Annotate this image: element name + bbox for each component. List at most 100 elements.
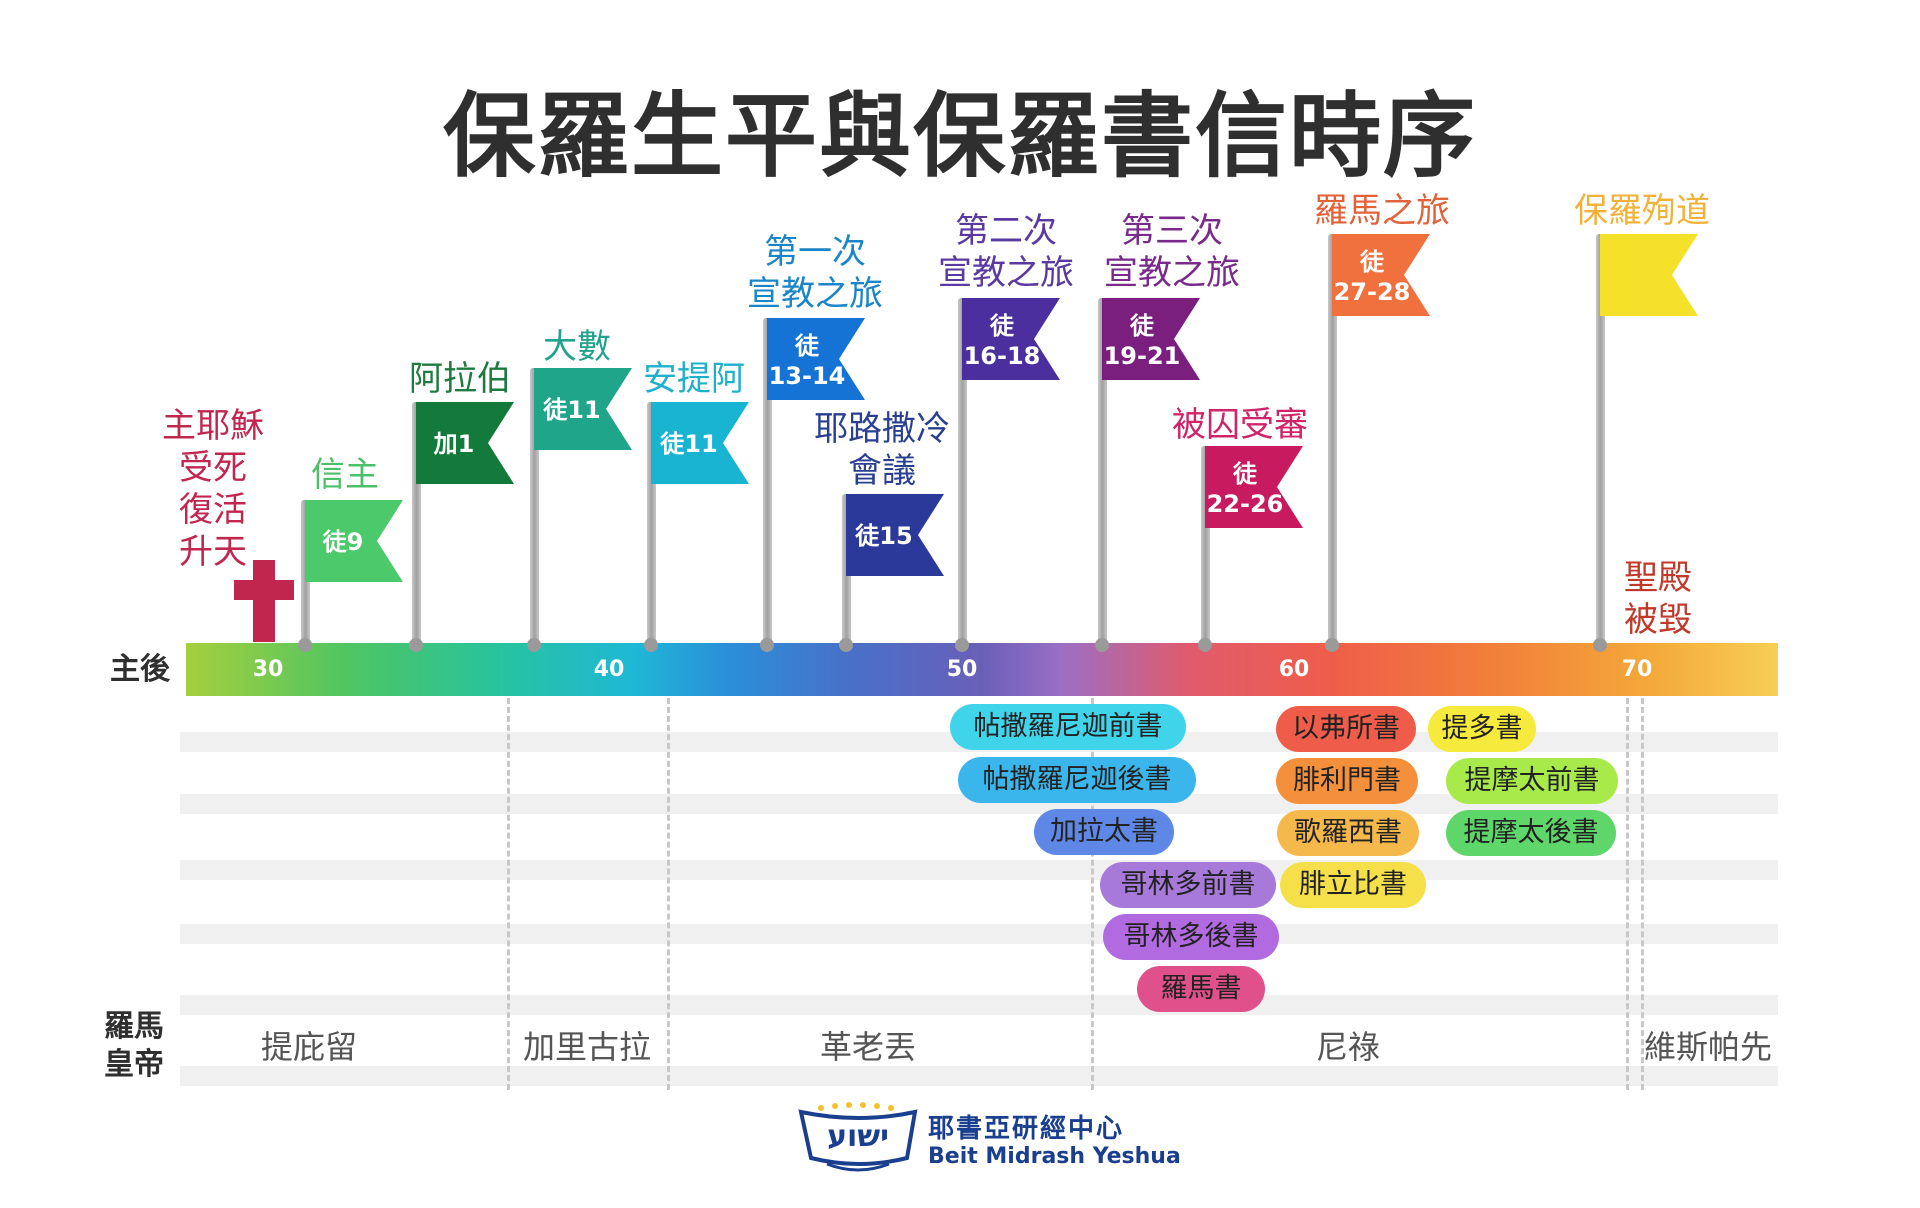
event-label-martyrdom: 保羅殉道 <box>1574 191 1710 231</box>
year-tick: 30 <box>252 657 284 682</box>
flag-acts-19-21: 徒19-21 <box>1102 298 1200 380</box>
flag-pole <box>1201 446 1210 646</box>
letter-ephesians: 以弗所書 <box>1276 706 1416 752</box>
event-label-jerusalem-council: 耶路撒冷 會議 <box>814 409 950 491</box>
flag-acts-11-antioch: 徒11 <box>651 402 749 484</box>
year-tick: 70 <box>1621 657 1653 682</box>
letter-1-timothy: 提摩太前書 <box>1446 758 1618 804</box>
emperor-caligula: 加里古拉 <box>522 1028 652 1066</box>
event-label-temple-destroyed: 聖殿 被毀 <box>1624 558 1692 640</box>
letter-galatians: 加拉太書 <box>1034 809 1174 855</box>
flag-acts-15: 徒15 <box>846 494 944 576</box>
flag-martyrdom <box>1600 234 1698 316</box>
logo-hebrew: ישוע <box>827 1119 889 1154</box>
event-label-conversion: 信主 <box>311 455 379 495</box>
pole-knob <box>1095 638 1109 652</box>
flag-pole <box>763 318 772 646</box>
event-label-second-journey: 第二次 宣教之旅 <box>938 211 1074 293</box>
flag-label-line2: 16-18 <box>964 342 1041 370</box>
letter-philippians: 腓立比書 <box>1280 862 1426 908</box>
emperor-vespasian: 維斯帕先 <box>1643 1028 1773 1066</box>
pole-knob <box>839 638 853 652</box>
flag-pole <box>412 402 421 646</box>
flag-label-line2: 27-28 <box>1334 278 1411 306</box>
event-label-first-journey: 第一次 宣教之旅 <box>747 232 883 314</box>
pole-knob <box>644 638 658 652</box>
logo-name: 耶書亞研經中心 <box>928 1114 1125 1144</box>
flag-acts-13-14: 徒13-14 <box>767 318 865 400</box>
year-tick: 50 <box>946 657 978 682</box>
flag-label: 徒11 <box>542 396 600 424</box>
letter-1-thessalonians: 帖撒羅尼迦前書 <box>950 704 1186 750</box>
flag-acts-22-26: 徒22-26 <box>1205 446 1303 528</box>
row-stripe <box>180 860 1778 880</box>
flag-galatians-1: 加1 <box>416 402 514 484</box>
year-tick: 60 <box>1278 657 1310 682</box>
event-label-antioch: 安提阿 <box>643 359 745 399</box>
flag-pole <box>958 298 967 646</box>
emperor-claudius: 革老丟 <box>819 1028 917 1066</box>
letter-2-thessalonians: 帖撒羅尼迦後書 <box>958 757 1196 803</box>
flag-pole <box>1328 234 1337 646</box>
pole-knob <box>1198 638 1212 652</box>
emperor-nero: 尼祿 <box>1315 1028 1381 1066</box>
flag-pole <box>530 368 539 646</box>
pole-knob <box>760 638 774 652</box>
pole-knob <box>955 638 969 652</box>
flag-label: 徒9 <box>322 528 364 556</box>
pole-knob <box>1593 638 1607 652</box>
event-label-tarsus: 大數 <box>543 327 611 367</box>
timeline-bar <box>186 643 1778 696</box>
pole-knob <box>1325 638 1339 652</box>
logo-icon: ישוע <box>798 1102 918 1172</box>
pole-knob <box>527 638 541 652</box>
flag-pole <box>1098 298 1107 646</box>
logo-english: Beit Midrash Yeshua <box>928 1144 1181 1169</box>
flag-label-line1: 徒 <box>794 332 820 360</box>
flag-label-line2: 22-26 <box>1207 490 1284 518</box>
event-label-arabia: 阿拉伯 <box>409 359 511 399</box>
cross-icon-bar <box>234 580 294 600</box>
letter-colossians: 歌羅西書 <box>1277 810 1419 856</box>
letter-2-corinthians: 哥林多後書 <box>1103 914 1279 960</box>
emperor-divider <box>1626 698 1629 1090</box>
flag-label: 徒11 <box>659 430 717 458</box>
flag-label-line1: 徒 <box>1359 248 1385 276</box>
emperor-divider <box>667 698 670 1090</box>
emperor-tiberius: 提庇留 <box>260 1028 358 1066</box>
event-label-trial: 被囚受審 <box>1172 405 1308 445</box>
emperor-divider <box>1641 698 1644 1090</box>
letter-philemon: 腓利門書 <box>1276 758 1418 804</box>
letter-1-corinthians: 哥林多前書 <box>1100 862 1276 908</box>
flag-label-line1: 徒 <box>989 312 1015 340</box>
emperor-divider <box>507 698 510 1090</box>
flag-label-line1: 徒 <box>1129 312 1155 340</box>
letter-romans: 羅馬書 <box>1137 966 1265 1012</box>
flag-acts-16-18: 徒16-18 <box>962 298 1060 380</box>
letter-2-timothy: 提摩太後書 <box>1446 810 1616 856</box>
flag-label: 徒15 <box>854 522 912 550</box>
era-label: 主後 <box>110 652 170 687</box>
row-stripe <box>180 924 1778 944</box>
flag-pole <box>647 402 656 646</box>
flag-acts-27-28: 徒27-28 <box>1332 234 1430 316</box>
emperor-divider <box>1091 698 1094 1090</box>
emperor-label: 羅馬 皇帝 <box>104 1009 164 1082</box>
pole-knob <box>409 638 423 652</box>
flag-pole <box>1596 234 1605 646</box>
flag-acts-11-tarsus: 徒11 <box>534 368 632 450</box>
page-title: 保羅生平與保羅書信時序 <box>442 83 1477 190</box>
row-stripe <box>180 1066 1778 1086</box>
event-label-resurrection: 主耶穌 受死 復活 升天 <box>162 406 264 572</box>
year-tick: 40 <box>593 657 625 682</box>
flag-label-line1: 徒 <box>1232 460 1258 488</box>
event-label-rome-journey: 羅馬之旅 <box>1314 191 1450 231</box>
letter-titus: 提多書 <box>1428 706 1536 752</box>
flag-label: 加1 <box>434 430 475 458</box>
flag-label-line2: 13-14 <box>769 362 846 390</box>
flag-acts-9: 徒9 <box>305 500 403 582</box>
pole-knob <box>298 638 312 652</box>
event-label-third-journey: 第三次 宣教之旅 <box>1104 211 1240 293</box>
flag-label-line2: 19-21 <box>1104 342 1181 370</box>
row-stripe <box>180 995 1778 1015</box>
